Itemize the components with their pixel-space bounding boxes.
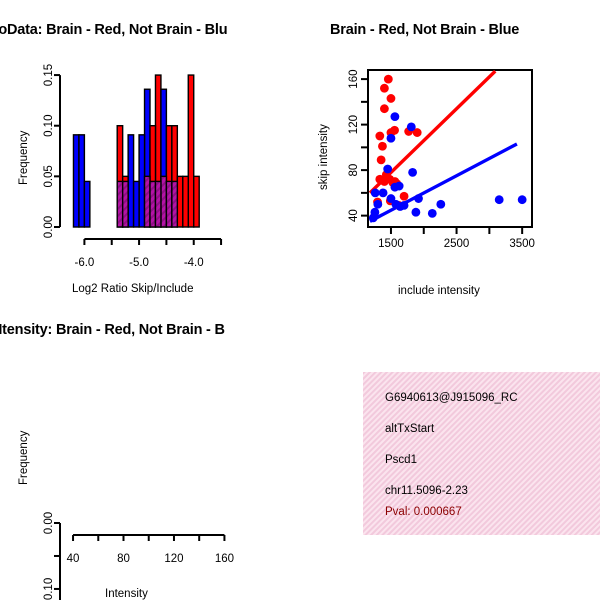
- svg-text:0.10: 0.10: [43, 578, 55, 600]
- annotation-event-type: altTxStart: [385, 423, 435, 435]
- panel-hist-ratio: atioData: Brain - Red, Not Brain - Blu F…: [0, 0, 300, 300]
- annotation-probe-id: G6940613@J915096_RC: [385, 392, 518, 404]
- gene-annotation-box: G6940613@J915096_RC altTxStart Pscd1 chr…: [363, 372, 600, 535]
- svg-text:160: 160: [348, 70, 360, 89]
- annotation-pvalue: Pval: 0.000667: [385, 506, 462, 518]
- svg-text:-4.0: -4.0: [184, 257, 204, 269]
- svg-text:-5.0: -5.0: [129, 257, 149, 269]
- annotation-gene-symbol: Pscd1: [385, 454, 417, 466]
- svg-text:3500: 3500: [509, 238, 535, 250]
- scatter-xlabel: include intensity: [398, 285, 480, 297]
- svg-text:120: 120: [348, 115, 360, 134]
- svg-text:1500: 1500: [378, 238, 404, 250]
- svg-text:0.15: 0.15: [43, 64, 55, 86]
- svg-text:2500: 2500: [444, 238, 470, 250]
- svg-text:160: 160: [215, 553, 234, 565]
- hist-intensity-xlabel: Intensity: [105, 588, 148, 600]
- scatter-title: Brain - Red, Not Brain - Blue: [330, 22, 520, 38]
- panel-scatter: Brain - Red, Not Brain - Blue skip inten…: [300, 0, 600, 300]
- svg-text:80: 80: [348, 164, 360, 177]
- hist-ratio-plot: 0.00 0.05 0.10 0.15 -6.0 -5.0 -4.0: [43, 64, 223, 269]
- svg-text:0.10: 0.10: [43, 115, 55, 137]
- hist-ratio-title: atioData: Brain - Red, Not Brain - Blu: [0, 22, 228, 38]
- svg-text:40: 40: [348, 209, 360, 222]
- svg-text:-6.0: -6.0: [74, 257, 94, 269]
- annotation-hatch-background: [363, 372, 600, 535]
- hist-ratio-xlabel: Log2 Ratio Skip/Include: [72, 283, 194, 295]
- svg-text:0.00: 0.00: [43, 512, 55, 534]
- scatter-plot: 40 80 120 160 1500 2500 3500: [348, 69, 535, 250]
- svg-text:0.00: 0.00: [43, 216, 55, 238]
- svg-text:40: 40: [67, 553, 80, 565]
- hist-intensity-plot: 0.000.100.204080120160: [43, 512, 234, 600]
- annotation-locus: chr11.5096-2.23: [385, 485, 468, 497]
- svg-text:0.05: 0.05: [43, 165, 55, 187]
- svg-text:80: 80: [117, 553, 130, 565]
- hist-intensity-title: ne Itensity: Brain - Red, Not Brain - B: [0, 322, 225, 338]
- panel-hist-intensity: ne Itensity: Brain - Red, Not Brain - B …: [0, 300, 300, 600]
- svg-text:120: 120: [164, 553, 183, 565]
